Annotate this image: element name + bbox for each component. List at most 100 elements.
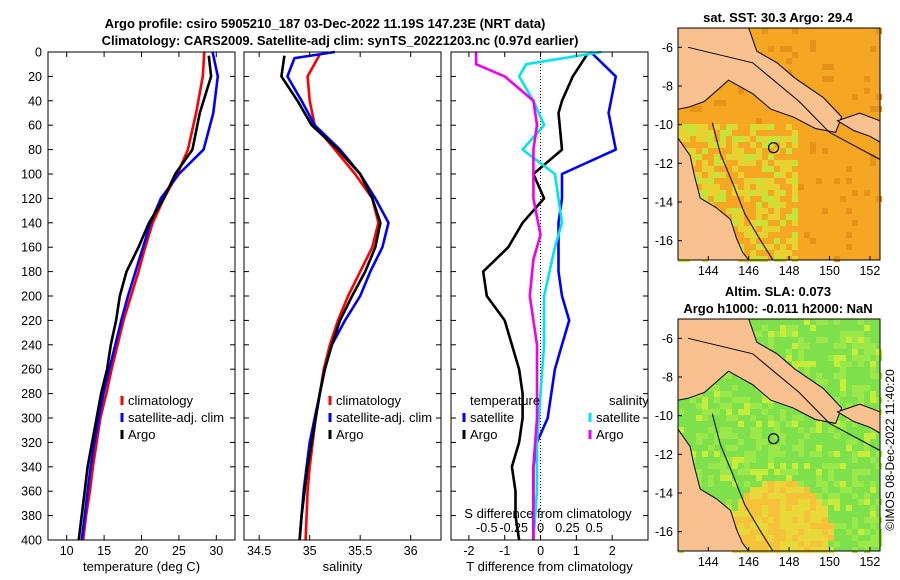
series-satellite-adj.-clim <box>80 51 220 541</box>
y-tick-label: 300 <box>21 412 42 426</box>
y-tick-label: 60 <box>28 119 42 133</box>
x-axis-label: T difference from climatology <box>466 559 633 574</box>
y-tick-label: -14 <box>655 487 673 501</box>
y-tick-label: 340 <box>21 460 42 474</box>
y-tick-label: -16 <box>655 234 673 248</box>
x-tick-label: -2 <box>463 544 474 558</box>
x-tick-label: 150 <box>819 264 840 278</box>
y-tick-label: 20 <box>28 70 42 84</box>
series-salinity-argo <box>474 52 542 540</box>
salinity-frame <box>243 51 442 541</box>
depth-contour <box>711 122 774 261</box>
legend-label: Argo <box>336 427 363 442</box>
y-tick-label: 80 <box>28 143 42 157</box>
x-tick-label: 35.5 <box>348 544 372 558</box>
y-tick-label: -10 <box>655 409 673 423</box>
x-tick-label: 148 <box>779 264 800 278</box>
argo-position-marker <box>767 433 780 445</box>
difference-frame <box>450 51 649 541</box>
legend-label: climatology <box>336 393 402 408</box>
x-tick-label: 2 <box>609 544 616 558</box>
y-tick-label: 320 <box>21 436 42 450</box>
series-argo <box>280 55 382 541</box>
x-tick-label: 30 <box>209 544 223 558</box>
land-new-guinea <box>677 27 843 133</box>
legend-label: satellite-adj. clim <box>336 410 432 425</box>
y-tick-label: 0 <box>35 46 42 60</box>
x-tick-label: -1 <box>499 544 510 558</box>
figure-title-line1: Argo profile: csiro 5905210_187 03-Dec-2… <box>105 16 546 31</box>
sla-map-frame <box>677 318 881 552</box>
s-axis-label: S difference from climatology <box>464 506 632 521</box>
s-tick-label: 0 <box>537 521 544 535</box>
imos-watermark: ©IMOS 08-Dec-2022 11:40:20 <box>883 369 897 531</box>
x-tick-label: 146 <box>738 264 759 278</box>
legend-title-salinity: salinity <box>609 393 649 408</box>
y-tick-label: 400 <box>21 534 42 548</box>
legend-label: satellite <box>470 410 514 425</box>
difference-panel: -2 -1 0 1 2T difference from climatology temp… <box>450 50 649 574</box>
temperature-frame <box>47 51 236 541</box>
x-tick-label: 34.5 <box>247 544 271 558</box>
y-tick-label: -16 <box>655 525 673 539</box>
x-tick-label: 146 <box>738 555 759 569</box>
sst-map-title: sat. SST: 30.3 Argo: 29.4 <box>703 10 854 25</box>
depth-contour <box>711 413 774 552</box>
s-tick-label: -0.5 <box>476 521 498 535</box>
legend-label: Argo <box>128 427 155 442</box>
x-tick-label: 25 <box>172 544 186 558</box>
y-tick-label: 140 <box>21 216 42 230</box>
legend-label: Argo <box>596 427 623 442</box>
y-tick-label: 260 <box>21 363 42 377</box>
series-temperature-satellite <box>532 51 618 540</box>
legend-label: climatology <box>128 393 194 408</box>
y-tick-label: -8 <box>662 371 673 385</box>
y-tick-label: 360 <box>21 485 42 499</box>
sla-map: Altim. SLA: 0.073 Argo h1000: -0.011 h20… <box>655 284 882 569</box>
s-tick-label: -0.25 <box>499 521 528 535</box>
y-tick-label: 200 <box>21 290 42 304</box>
y-tick-label: 40 <box>28 94 42 108</box>
sla-map-title: Altim. SLA: 0.073 <box>725 284 831 299</box>
y-tick-label: -12 <box>655 157 673 171</box>
figure-title-line2: Climatology: CARS2009. Satellite-adj cli… <box>102 33 579 48</box>
sla-map-subtitle: Argo h1000: -0.011 h2000: NaN <box>683 301 872 316</box>
x-tick-label: 152 <box>859 264 880 278</box>
argo-position-marker <box>767 142 780 154</box>
y-tick-label: 120 <box>21 192 42 206</box>
y-tick-label: 220 <box>21 314 42 328</box>
x-tick-label: 150 <box>819 555 840 569</box>
depth-contour <box>687 337 881 451</box>
series-argo <box>77 55 213 541</box>
x-axis-label: salinity <box>323 559 363 574</box>
legend-label: satellite-adj. clim <box>128 410 224 425</box>
depth-contour <box>687 46 881 160</box>
y-tick-label: -6 <box>662 41 673 55</box>
land-new-guinea <box>677 318 843 424</box>
x-tick-label: 36 <box>404 544 418 558</box>
x-tick-label: 148 <box>779 555 800 569</box>
x-tick-label: 144 <box>698 264 719 278</box>
x-tick-label: 152 <box>859 555 880 569</box>
y-tick-label: 240 <box>21 338 42 352</box>
salinity-panel: 34.5 35 35.5 36 salinity climatology satellite… <box>243 50 442 574</box>
x-tick-label: 10 <box>60 544 74 558</box>
y-tick-label: 100 <box>21 168 42 182</box>
y-tick-label: 160 <box>21 241 42 255</box>
x-tick-label: 20 <box>135 544 149 558</box>
y-tick-label: 280 <box>21 387 42 401</box>
y-tick-label: 380 <box>21 509 42 523</box>
x-tick-label: 0 <box>537 544 544 558</box>
s-tick-label: 0.5 <box>586 521 603 535</box>
series-climatology <box>81 51 206 541</box>
y-tick-label: -10 <box>655 118 673 132</box>
y-tick-label: -14 <box>655 196 673 210</box>
legend-title-temperature: temperature <box>470 393 540 408</box>
y-tick-label: 180 <box>21 265 42 279</box>
y-tick-label: -6 <box>662 332 673 346</box>
sst-map: sat. SST: 30.3 Argo: 29.4 144 146 148 150 15… <box>655 10 882 278</box>
legend-label: satellite <box>596 410 640 425</box>
s-tick-label: 0.25 <box>555 521 579 535</box>
legend-label: Argo <box>470 427 497 442</box>
